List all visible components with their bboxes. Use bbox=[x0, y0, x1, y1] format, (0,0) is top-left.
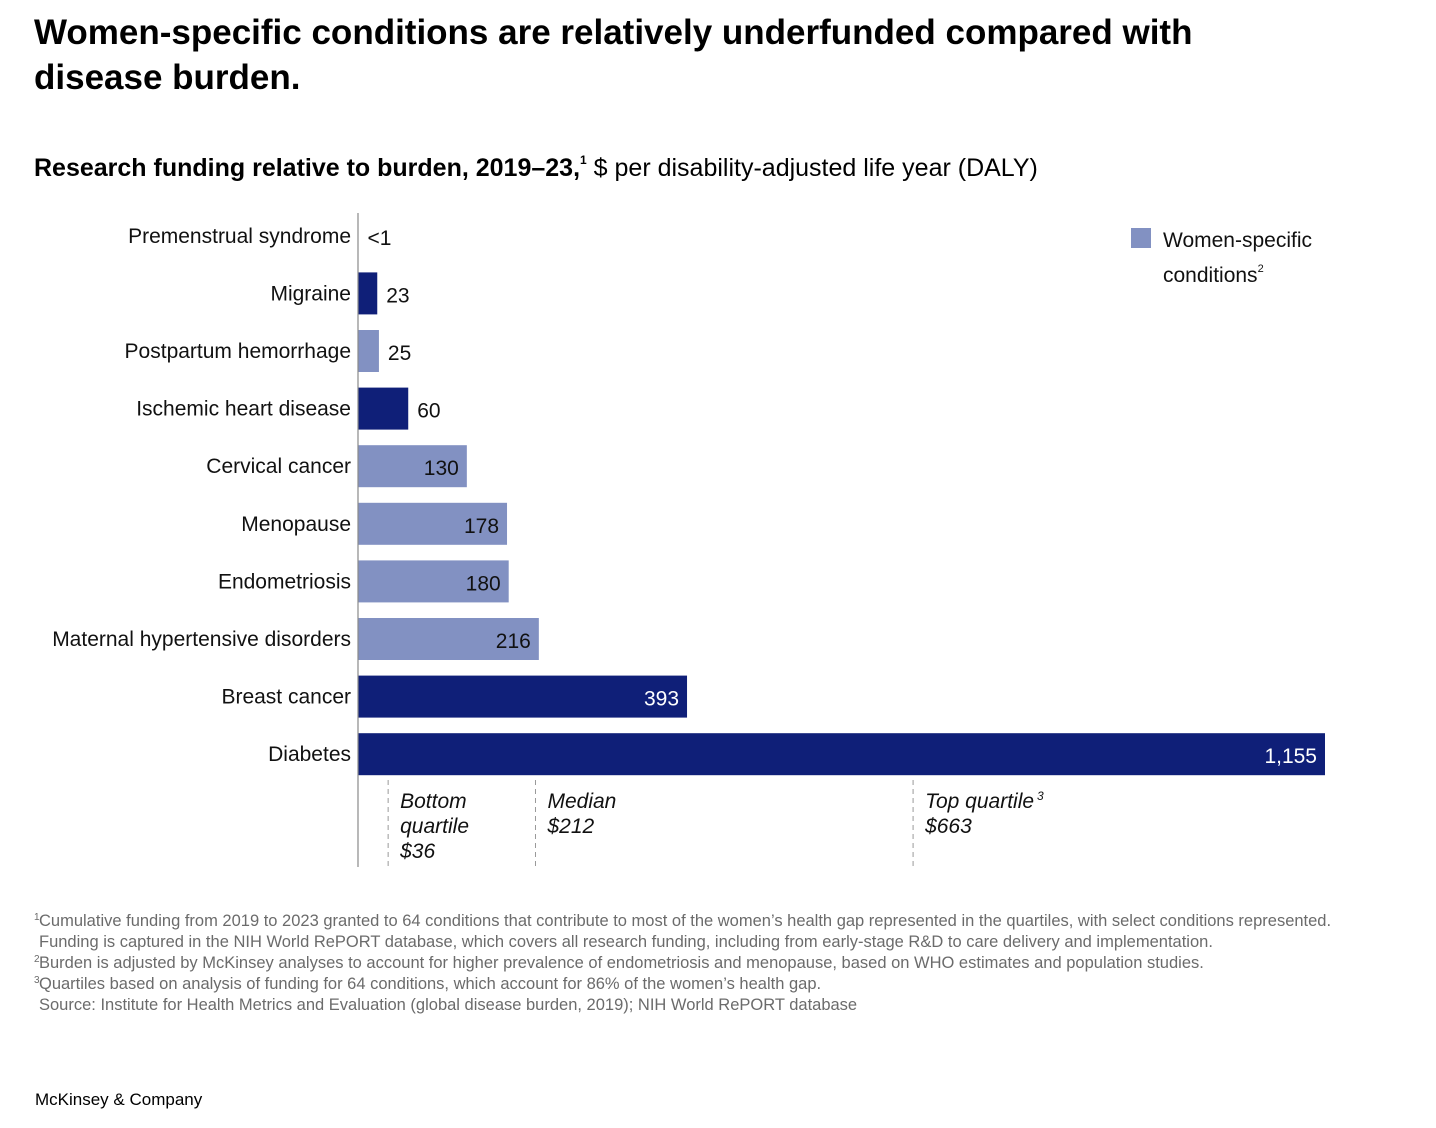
value-label: 23 bbox=[386, 284, 409, 307]
chart-title: Women-specific conditions are relatively… bbox=[34, 13, 1193, 97]
value-label: 216 bbox=[496, 630, 531, 653]
bar bbox=[358, 502, 508, 545]
subtitle-bold: Research funding relative to burden, 201… bbox=[34, 154, 581, 182]
value-label: 178 bbox=[464, 515, 499, 538]
footnotes: 1 Cumulative funding from 2019 to 2023 gr… bbox=[34, 911, 1364, 1016]
footnote-2: 2 Burden is adjusted by McKinsey analyses… bbox=[34, 954, 1204, 972]
legend-swatch bbox=[1131, 228, 1151, 248]
category-label: Cervical cancer bbox=[206, 455, 351, 478]
bar bbox=[358, 675, 688, 718]
subtitle-units: $ per disability-adjusted life year (DAL… bbox=[586, 154, 1038, 182]
category-label: Postpartum hemorrhage bbox=[125, 340, 351, 363]
value-label: 180 bbox=[466, 572, 501, 595]
bar bbox=[358, 733, 1325, 776]
value-label: 1,155 bbox=[1264, 745, 1317, 768]
value-label: 60 bbox=[417, 400, 440, 423]
bar bbox=[358, 330, 379, 372]
value-label: 130 bbox=[424, 457, 459, 480]
legend-label: Women-specific conditions2 bbox=[1163, 229, 1312, 287]
reference-label-2: Median $212 bbox=[546, 790, 616, 838]
reference-label-1: Bottom quartile $36 bbox=[399, 790, 469, 863]
bar bbox=[358, 445, 467, 488]
category-label: Menopause bbox=[241, 513, 351, 536]
footnote-3: 3 Quartiles based on analysis of funding … bbox=[34, 975, 822, 993]
bar bbox=[358, 272, 378, 315]
subtitle-footnote-marker: 1 bbox=[580, 153, 587, 167]
category-label: Migraine bbox=[270, 282, 351, 305]
category-label: Diabetes bbox=[268, 743, 351, 766]
brand-logo-text: McKinsey & Company bbox=[35, 1090, 203, 1109]
footnote-1: 1 Cumulative funding from 2019 to 2023 gr… bbox=[34, 912, 1332, 951]
value-label: 393 bbox=[644, 688, 679, 711]
reference-label-3: Top quartile 3 $663 bbox=[924, 789, 1044, 838]
category-label: Breast cancer bbox=[221, 686, 351, 709]
value-label: <1 bbox=[368, 227, 392, 250]
bar bbox=[358, 387, 409, 430]
category-label: Maternal hypertensive disorders bbox=[52, 628, 351, 651]
bar bbox=[358, 618, 539, 660]
source-note: Source: Institute for Health Metrics and… bbox=[39, 996, 858, 1014]
chart-subtitle: Research funding relative to burden, 201… bbox=[34, 144, 1334, 184]
category-label: Endometriosis bbox=[218, 570, 351, 593]
category-label: Ischemic heart disease bbox=[136, 398, 351, 421]
bar-chart: Bottom quartile $36 Median $212 Top quartile 3… bbox=[52, 213, 1325, 867]
bar bbox=[358, 560, 509, 603]
category-label: Premenstrual syndrome bbox=[128, 225, 351, 248]
value-label: 25 bbox=[388, 342, 411, 365]
